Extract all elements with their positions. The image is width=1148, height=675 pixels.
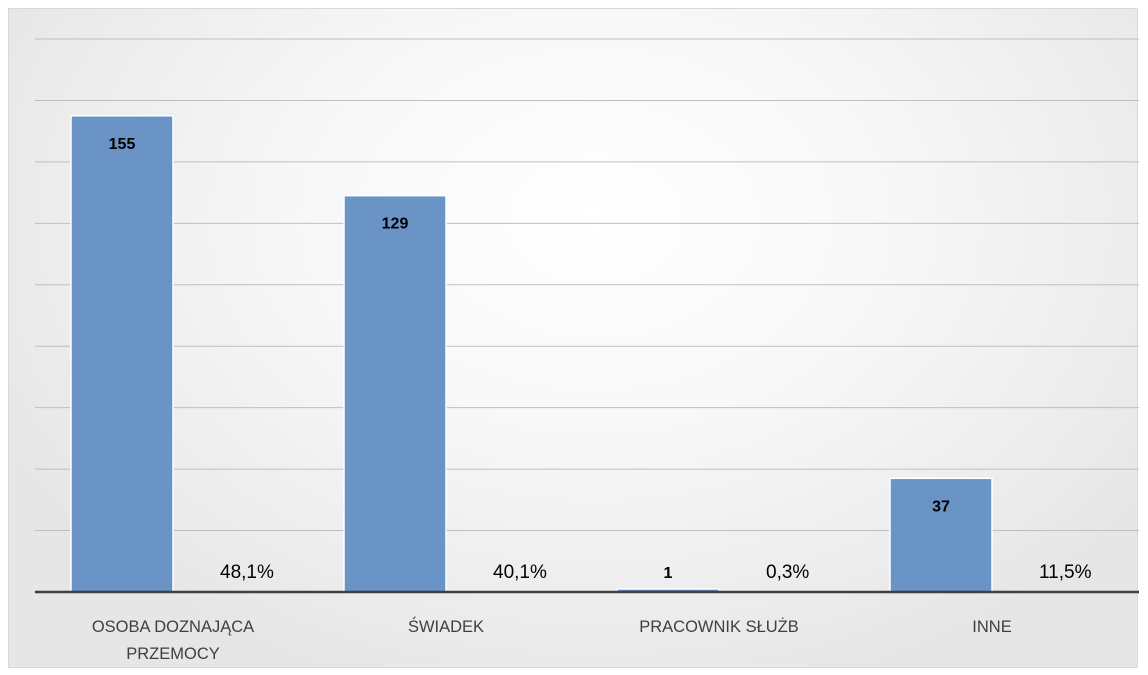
bar (889, 477, 993, 593)
bar-chart: 155 129 1 37 48,1% 40,1% 0,3% 11,5% OSOBA DOZN… (35, 38, 1139, 663)
bar (70, 115, 174, 593)
bar-value-label: 155 (109, 136, 136, 153)
chart-area: 155 129 1 37 48,1% 40,1% 0,3% 11,5% OSOBA DOZN… (8, 8, 1139, 668)
percent-labels: 48,1% 40,1% 0,3% 11,5% (220, 562, 1092, 583)
bar (343, 194, 447, 593)
percent-label: 11,5% (1039, 562, 1092, 583)
percent-label: 40,1% (493, 562, 547, 583)
percent-label: 0,3% (766, 562, 809, 583)
bar-value-label: 37 (932, 498, 950, 515)
category-label: OSOBA DOZNAJĄCA PRZEMOCY (92, 618, 254, 663)
bar-value-label: 129 (382, 216, 409, 233)
value-labels: 155 129 1 37 (109, 136, 950, 582)
category-labels: OSOBA DOZNAJĄCA PRZEMOCY ŚWIADEK PRACOWNIK … (92, 617, 1012, 663)
bars (70, 115, 993, 593)
gridlines (35, 38, 1139, 532)
category-label: ŚWIADEK (408, 617, 484, 636)
category-label: PRACOWNIK SŁUŻB (639, 617, 799, 636)
percent-label: 48,1% (220, 562, 274, 583)
bar-value-label: 1 (664, 565, 673, 582)
category-label: INNE (972, 618, 1011, 636)
